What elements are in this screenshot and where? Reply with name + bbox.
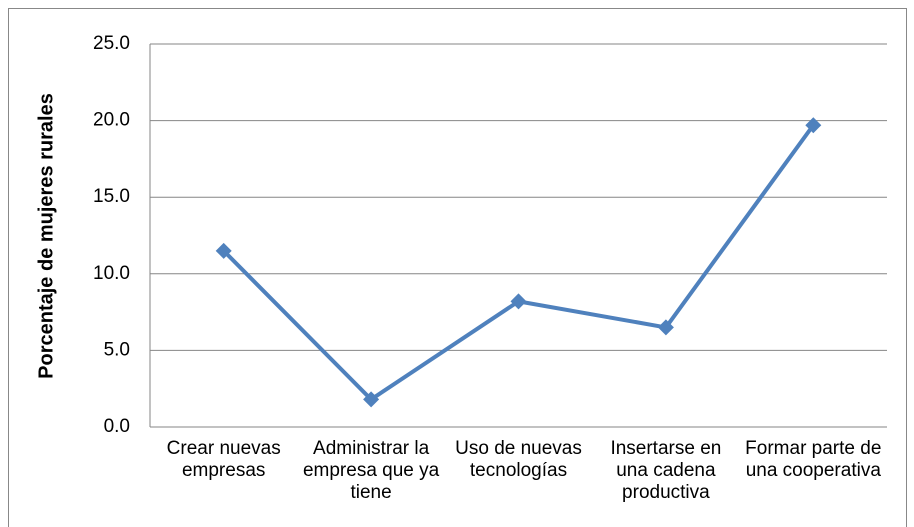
y-tick-label: 0.0 xyxy=(104,416,130,437)
x-tick-label: Crear nuevas empresas xyxy=(166,438,281,481)
x-tick-label: Formar parte de una cooperativa xyxy=(745,438,882,481)
x-tick-label: Insertarse en una cadena productiva xyxy=(610,438,722,503)
marker xyxy=(657,319,674,336)
y-tick-label: 15.0 xyxy=(93,186,130,207)
chart-frame xyxy=(8,8,907,527)
y-axis-label: Porcentaje de mujeres rurales xyxy=(35,93,57,379)
marker xyxy=(805,117,822,134)
y-tick-label: 10.0 xyxy=(93,263,130,284)
marker xyxy=(215,242,232,259)
y-tick-label: 25.0 xyxy=(93,33,130,54)
marker xyxy=(363,391,380,408)
line xyxy=(222,124,815,402)
y-tick-label: 20.0 xyxy=(93,110,130,131)
marker xyxy=(510,293,527,310)
y-tick-label: 5.0 xyxy=(104,339,130,360)
x-tick-label: Administrar la empresa que ya tiene xyxy=(302,438,440,503)
x-tick-label: Uso de nuevas tecnologías xyxy=(455,438,582,481)
